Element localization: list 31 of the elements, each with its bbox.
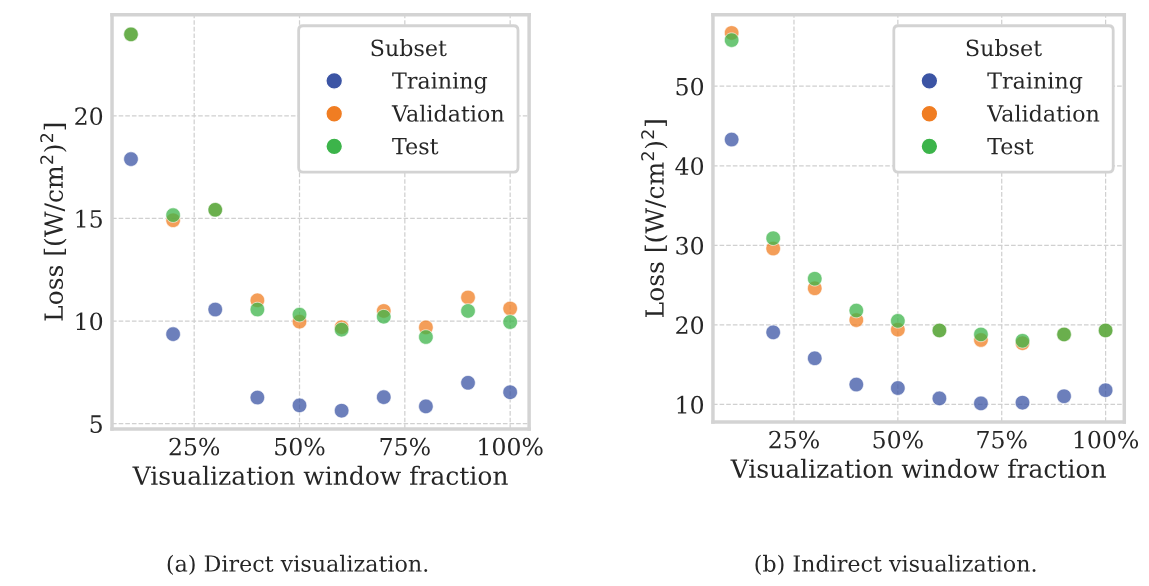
x-tick-label: 75% bbox=[977, 430, 1027, 449]
x-axis-title: Visualization window fraction bbox=[132, 465, 508, 486]
x-tick-label: 75% bbox=[380, 437, 430, 456]
x-tick-label: 100% bbox=[479, 437, 543, 456]
x-tick-label: 50% bbox=[873, 430, 923, 449]
y-tick-label: 20 bbox=[75, 107, 103, 126]
y-tick-label: 5 bbox=[90, 415, 102, 433]
y-tick-label: 15 bbox=[76, 209, 102, 228]
y-tick-label: 20 bbox=[676, 316, 704, 335]
y-tick-label: 10 bbox=[677, 395, 704, 414]
x-tick-label: 25% bbox=[769, 430, 819, 449]
x-tick-label: 25% bbox=[169, 437, 220, 456]
legend-label: Validation bbox=[986, 104, 1100, 122]
x-tick-label: 100% bbox=[1074, 430, 1139, 449]
legend-label: Validation bbox=[391, 104, 505, 122]
y-tick-label: 10 bbox=[76, 312, 103, 331]
x-tick-label: 50% bbox=[275, 437, 325, 456]
legend-label: Training bbox=[392, 72, 488, 94]
y-axis-title: Loss [(W/cm$^{2}$)$^{2}$] bbox=[40, 123, 67, 321]
legend-label: Test bbox=[392, 137, 439, 155]
text: (a) Direct visualization. bbox=[167, 554, 428, 576]
y-axis-title: Loss [(W/cm$^{2}$)$^{2}$] bbox=[641, 120, 668, 318]
y-tick-label: 30 bbox=[676, 236, 704, 255]
legend-title: Subset bbox=[966, 39, 1042, 57]
text: (b) Indirect visualization. bbox=[755, 554, 1036, 576]
legend-label: Test bbox=[987, 137, 1034, 155]
x-axis-title: Visualization window fraction bbox=[730, 458, 1106, 479]
y-tick-label: 40 bbox=[675, 157, 704, 176]
y-tick-label: 50 bbox=[676, 77, 704, 96]
legend-label: Training bbox=[987, 72, 1083, 94]
legend-title: Subset bbox=[371, 39, 447, 57]
